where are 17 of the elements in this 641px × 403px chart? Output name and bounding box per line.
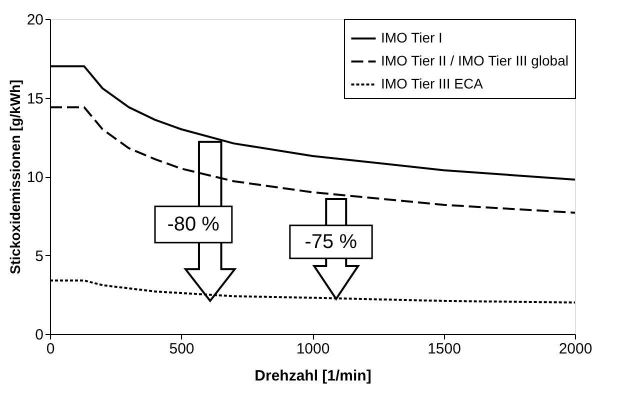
x-tick-label: 0 (46, 340, 55, 358)
x-axis-title: Drehzahl [1/min] (254, 368, 372, 384)
legend-label: IMO Tier II / IMO Tier III global (381, 52, 568, 68)
y-axis-title: Stickoxidemissionen [g/kWh] (6, 80, 23, 274)
y-tick-label: 20 (26, 12, 44, 28)
legend-label: IMO Tier I (381, 30, 442, 46)
y-tick-label: 5 (35, 248, 44, 265)
x-tick-label: 2000 (558, 340, 592, 358)
y-tick-label: 0 (35, 326, 44, 344)
y-tick-label: 10 (26, 169, 44, 186)
x-tick-label: 1000 (296, 340, 330, 358)
legend-label: IMO Tier III ECA (381, 76, 484, 92)
x-tick-label: 1500 (428, 340, 461, 358)
annotation: -80 % (167, 214, 220, 236)
y-tick-label: 15 (26, 90, 44, 108)
x-tick-label: 500 (169, 340, 194, 358)
annotation: -75 % (304, 230, 358, 253)
